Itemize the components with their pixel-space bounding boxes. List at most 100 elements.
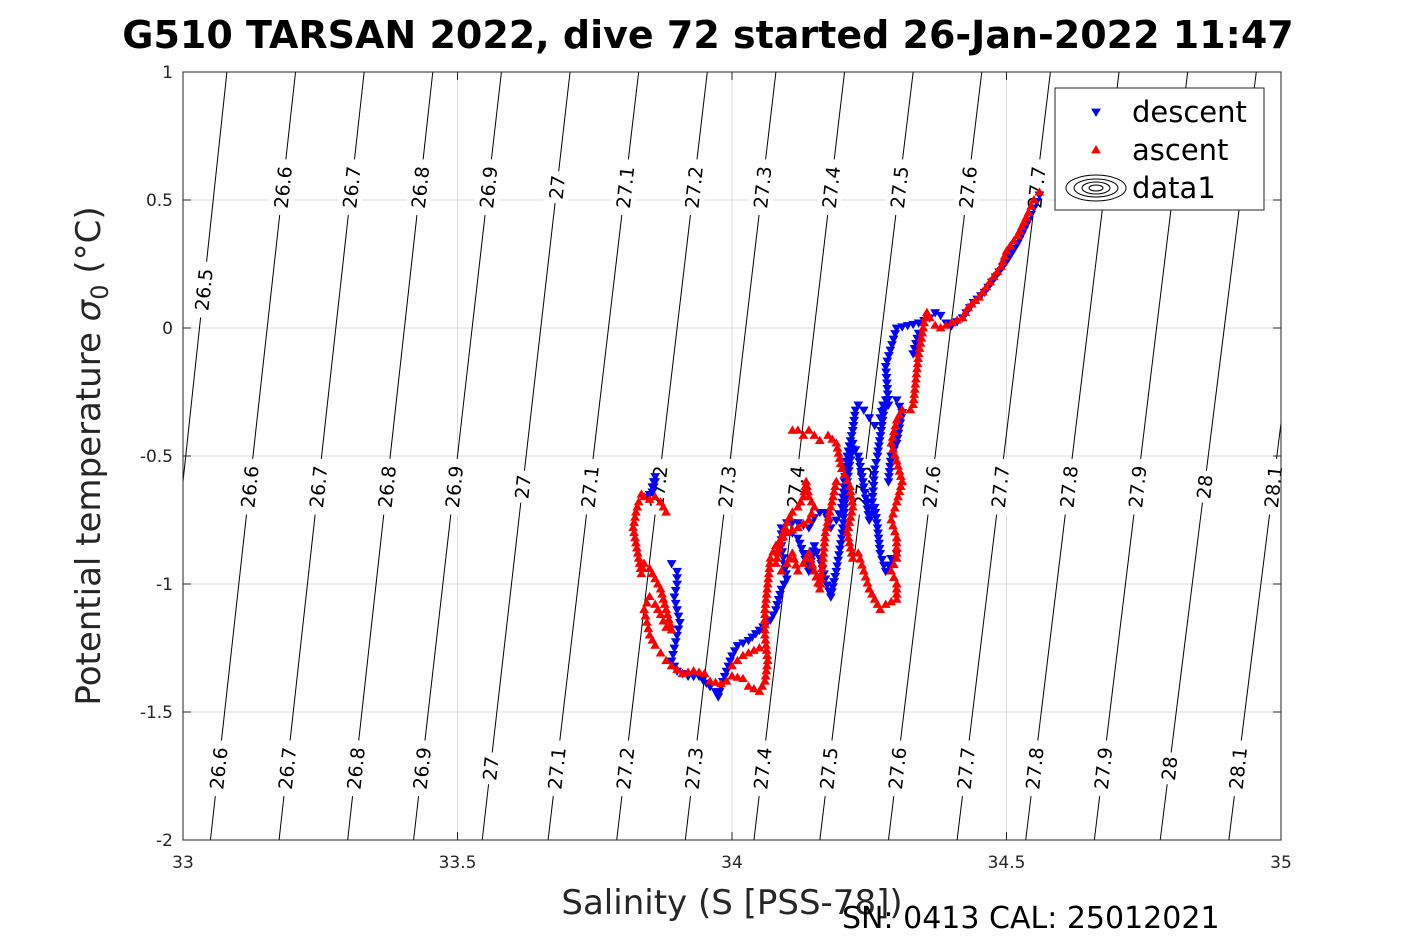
descent-point — [670, 587, 681, 596]
isopycnal-label-text: 26.5 — [191, 267, 217, 311]
isopycnal-label-text: 27.9 — [1125, 465, 1151, 509]
ascent-point — [792, 502, 803, 511]
ascent-point — [798, 430, 809, 439]
isopycnal-label-text: 27 — [546, 174, 570, 200]
descent-point — [873, 529, 883, 538]
ascent-point — [1029, 195, 1039, 204]
isopycnal-label-text: 27.6 — [919, 465, 945, 509]
descent-point — [835, 545, 845, 555]
ascent-point — [864, 584, 875, 593]
ascent-point — [643, 623, 654, 633]
descent-point — [873, 534, 884, 543]
ascent-point — [768, 547, 779, 556]
isopycnal-label-gap — [816, 158, 846, 217]
x-tick-label: 34 — [721, 853, 743, 873]
ascent-point — [640, 611, 651, 620]
descent-point — [839, 503, 850, 513]
descent-point — [935, 311, 946, 321]
ascent-point — [832, 443, 843, 452]
ascent-point — [960, 307, 971, 316]
ascent-point — [784, 512, 795, 521]
ascent-point — [833, 448, 844, 457]
isopycnal-label-gap — [405, 158, 435, 217]
ascent-point — [655, 648, 666, 657]
isopycnal-label-gap — [747, 739, 778, 798]
isopycnal-label-text: 26.8 — [343, 746, 369, 790]
descent-point — [670, 599, 681, 609]
ascent-point — [845, 543, 856, 552]
ascent-point — [633, 553, 644, 562]
ascent-point — [897, 404, 908, 414]
ascent-point — [891, 553, 902, 562]
ascent-point — [705, 676, 715, 685]
ascent-point — [869, 594, 880, 603]
descent-point — [850, 406, 861, 415]
isopycnal-label-text: 27.4 — [819, 165, 845, 209]
isopycnal-label: 27.1 — [610, 158, 640, 217]
ascent-point — [952, 315, 962, 324]
descent-point — [837, 524, 848, 533]
isopycnal-label: 26.7 — [303, 457, 334, 516]
ascent-point — [847, 553, 858, 562]
descent-point — [868, 481, 879, 491]
ascent-point — [787, 525, 798, 534]
isopycnal-label-gap — [1021, 158, 1052, 217]
descent-point — [831, 567, 842, 577]
ascent-point — [644, 591, 655, 601]
descent-point — [883, 352, 894, 361]
legend-symbol-contour — [1073, 178, 1119, 198]
legend-items: descent ascent data1 — [1065, 95, 1247, 205]
ascent-point — [988, 271, 999, 281]
ascent-point — [631, 543, 642, 552]
isopycnal-label-text: 26.6 — [271, 165, 297, 209]
y-axis-label: Potential temperature σ0 (°C) — [69, 206, 114, 705]
ascent-point — [845, 512, 856, 521]
ascent-point — [814, 584, 825, 593]
legend-label-data1: data1 — [1132, 171, 1216, 205]
y-tick-label: 0 — [162, 319, 173, 339]
ascent-point — [806, 508, 817, 517]
descent-point — [877, 416, 888, 426]
isopycnal-label-text: 27.9 — [1091, 746, 1117, 790]
ascent-point — [857, 560, 867, 569]
isopycnal-label-gap — [188, 260, 219, 319]
descent-point — [908, 320, 919, 330]
ascent-point — [650, 573, 661, 583]
isopycnal-label-text: 26.9 — [410, 746, 436, 790]
descent-point — [869, 421, 880, 431]
descent-point — [824, 587, 834, 596]
descent-point — [832, 562, 843, 571]
isopycnal-label-gap — [574, 457, 605, 516]
isopycnal-label: 27 — [476, 751, 505, 786]
isopycnal-label-gap — [476, 751, 505, 786]
ascent-point — [847, 502, 858, 511]
ascent-point — [843, 532, 854, 542]
ascent-point — [941, 320, 952, 329]
isopycnal-label-gap — [610, 158, 640, 217]
isopycnal-label-gap — [747, 158, 778, 217]
isopycnal-label: 27.5 — [813, 739, 844, 798]
ascent-point — [855, 554, 865, 563]
ascent-point — [872, 599, 883, 608]
ascent-point — [782, 558, 792, 567]
ascent-point — [798, 518, 809, 528]
descent-point — [853, 401, 864, 410]
ascent-point — [844, 517, 855, 526]
ascent-point — [661, 507, 672, 516]
ascent-point — [650, 599, 661, 608]
y-tick-label: -1.5 — [140, 703, 173, 723]
ascent-point — [807, 560, 818, 569]
descent-point — [873, 447, 884, 456]
descent-point — [765, 616, 776, 625]
ascent-point — [888, 520, 898, 530]
descent-point — [666, 560, 677, 569]
descent-point — [840, 493, 851, 502]
ascent-point — [843, 522, 854, 532]
descent-point — [776, 585, 787, 595]
ascent-point — [803, 548, 814, 557]
ascent-point — [787, 548, 798, 557]
descent-point — [891, 324, 902, 333]
isopycnal-label-gap — [272, 739, 302, 798]
ascent-point — [658, 502, 669, 511]
isopycnal-label: 27.6 — [882, 739, 913, 798]
